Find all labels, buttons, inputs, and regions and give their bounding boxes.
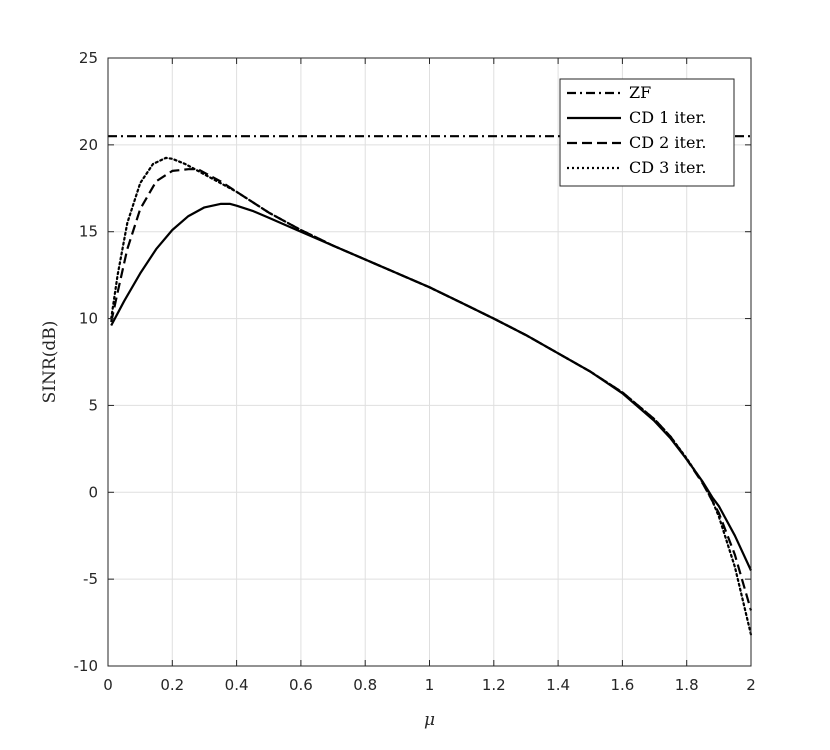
- x-tick-label: 0.6: [289, 676, 313, 694]
- y-tick-label: 10: [79, 310, 98, 328]
- x-tick-label: 0.8: [353, 676, 377, 694]
- x-tick-label: 1.4: [546, 676, 570, 694]
- x-tick-label: 0.2: [160, 676, 184, 694]
- ticks: [107, 57, 752, 667]
- x-tick-label: 1.2: [482, 676, 506, 694]
- legend: ZF CD 1 iter. CD 2 iter. CD 3 iter.: [559, 78, 735, 187]
- y-tick-label: 0: [88, 483, 98, 501]
- y-tick-labels: -10 -5 0 5 10 15 20 25: [74, 49, 99, 675]
- legend-label: CD 2 iter.: [629, 133, 706, 152]
- legend-label: CD 3 iter.: [629, 158, 706, 177]
- y-axis-label: SINR(dB): [40, 321, 60, 404]
- x-tick-label: 1.6: [610, 676, 634, 694]
- y-tick-label: 5: [88, 396, 98, 414]
- x-tick-label: 0: [103, 676, 113, 694]
- x-tick-label: 2: [746, 676, 756, 694]
- y-tick-label: -5: [83, 570, 98, 588]
- y-tick-label: 20: [79, 136, 98, 154]
- y-tick-label: 15: [79, 223, 98, 241]
- x-tick-label: 1: [425, 676, 435, 694]
- legend-label: CD 1 iter.: [629, 108, 706, 127]
- legend-label: ZF: [629, 83, 651, 102]
- series-line-cd-3-iter: [110, 156, 753, 636]
- x-tick-label: 0.4: [225, 676, 249, 694]
- x-axis-label: μ: [424, 710, 435, 730]
- x-tick-labels: 0 0.2 0.4 0.6 0.8 1 1.2 1.4 1.6 1.8 2: [103, 676, 756, 694]
- x-tick-label: 1.8: [675, 676, 699, 694]
- y-tick-label: -10: [74, 657, 99, 675]
- y-tick-label: 25: [79, 49, 98, 67]
